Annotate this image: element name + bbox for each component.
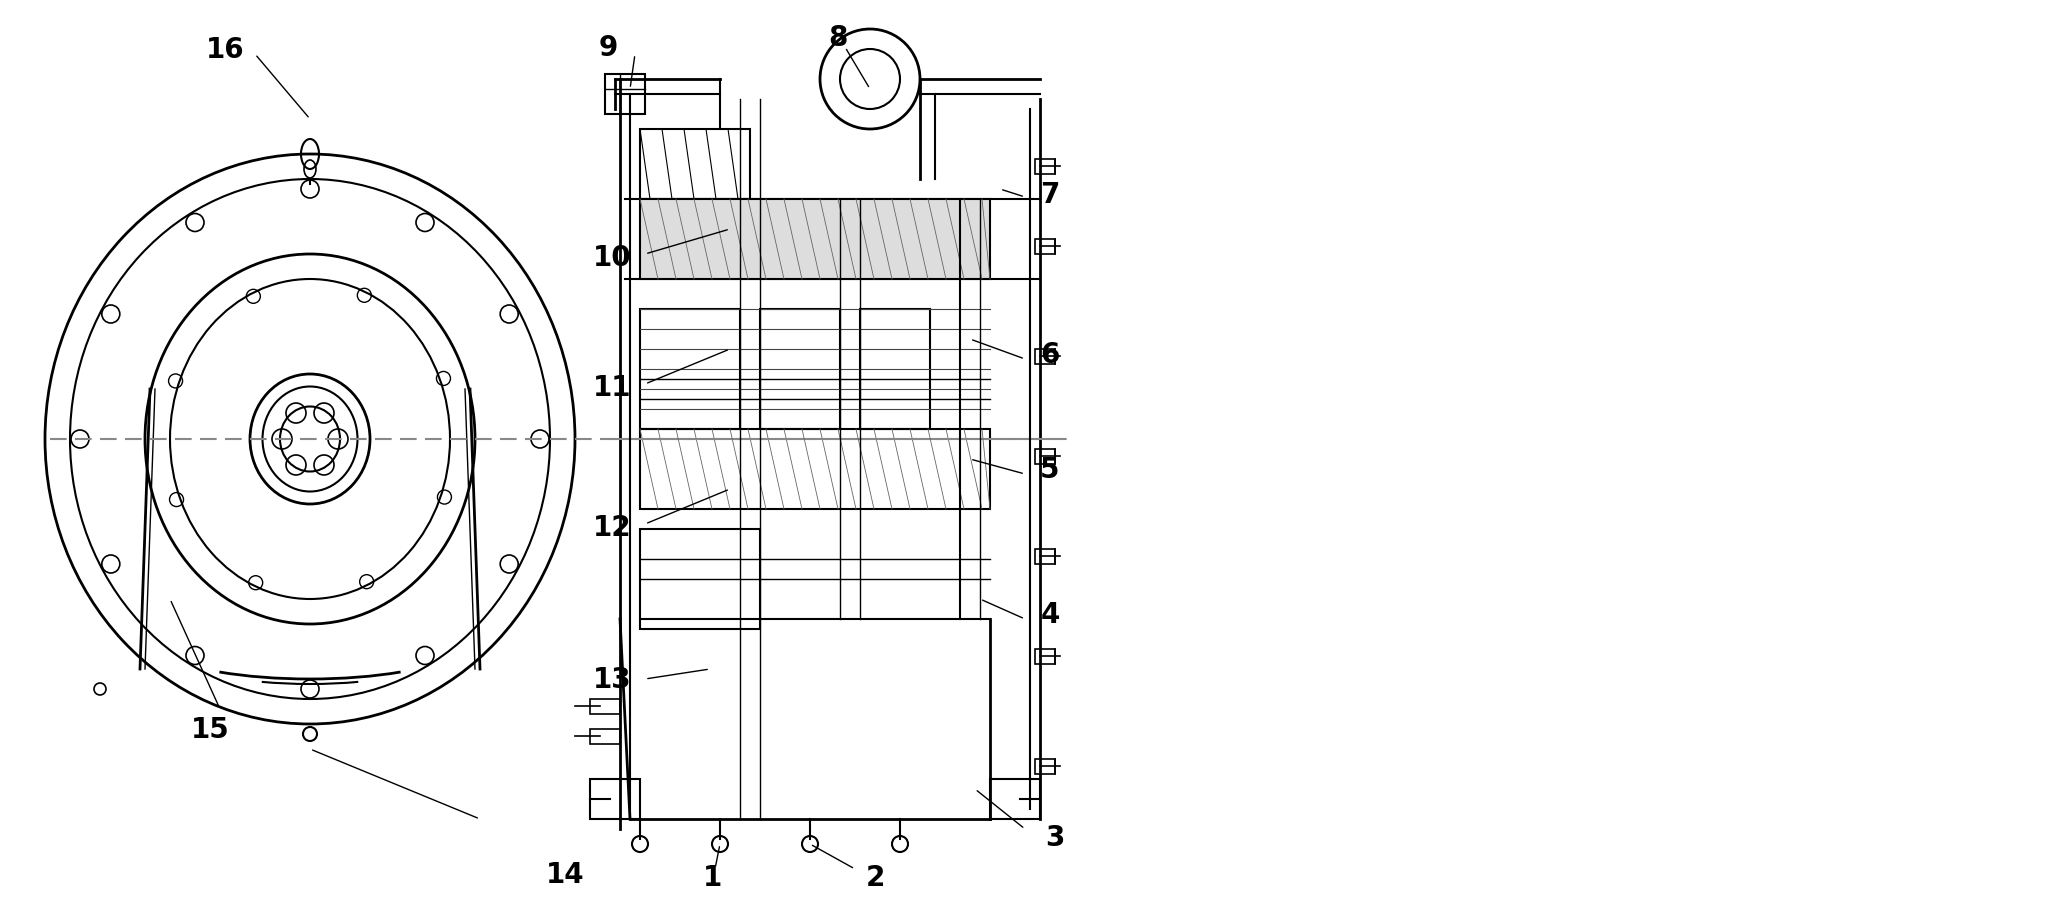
Text: 7: 7	[1040, 181, 1059, 209]
Text: 11: 11	[592, 374, 631, 402]
Text: 4: 4	[1040, 600, 1059, 629]
Text: 10: 10	[592, 244, 631, 272]
Text: 12: 12	[592, 514, 631, 541]
Text: 3: 3	[1044, 823, 1065, 851]
Bar	[989, 779, 1040, 819]
Bar	[860, 310, 930, 429]
Text: 1: 1	[702, 863, 721, 891]
Text: 6: 6	[1040, 341, 1059, 369]
Text: 13: 13	[592, 665, 631, 693]
Bar	[590, 779, 641, 819]
Bar	[590, 699, 621, 714]
Text: 8: 8	[827, 24, 848, 52]
Bar	[641, 130, 750, 199]
Bar	[1034, 550, 1055, 564]
Bar	[1034, 650, 1055, 664]
Text: 5: 5	[1040, 456, 1059, 483]
Bar	[1034, 449, 1055, 464]
Bar	[1034, 759, 1055, 774]
Text: 16: 16	[205, 36, 244, 64]
Bar	[1034, 160, 1055, 175]
Bar	[590, 729, 621, 744]
Text: 15: 15	[190, 715, 229, 743]
Bar	[1034, 349, 1055, 365]
Bar	[641, 199, 989, 279]
Text: 9: 9	[598, 34, 618, 62]
Text: 14: 14	[545, 860, 584, 888]
Bar	[641, 529, 760, 630]
Bar	[1034, 240, 1055, 255]
Bar	[760, 310, 840, 429]
Bar	[641, 310, 739, 429]
Text: 2: 2	[866, 863, 885, 891]
Bar	[604, 75, 645, 115]
Bar	[641, 429, 989, 509]
